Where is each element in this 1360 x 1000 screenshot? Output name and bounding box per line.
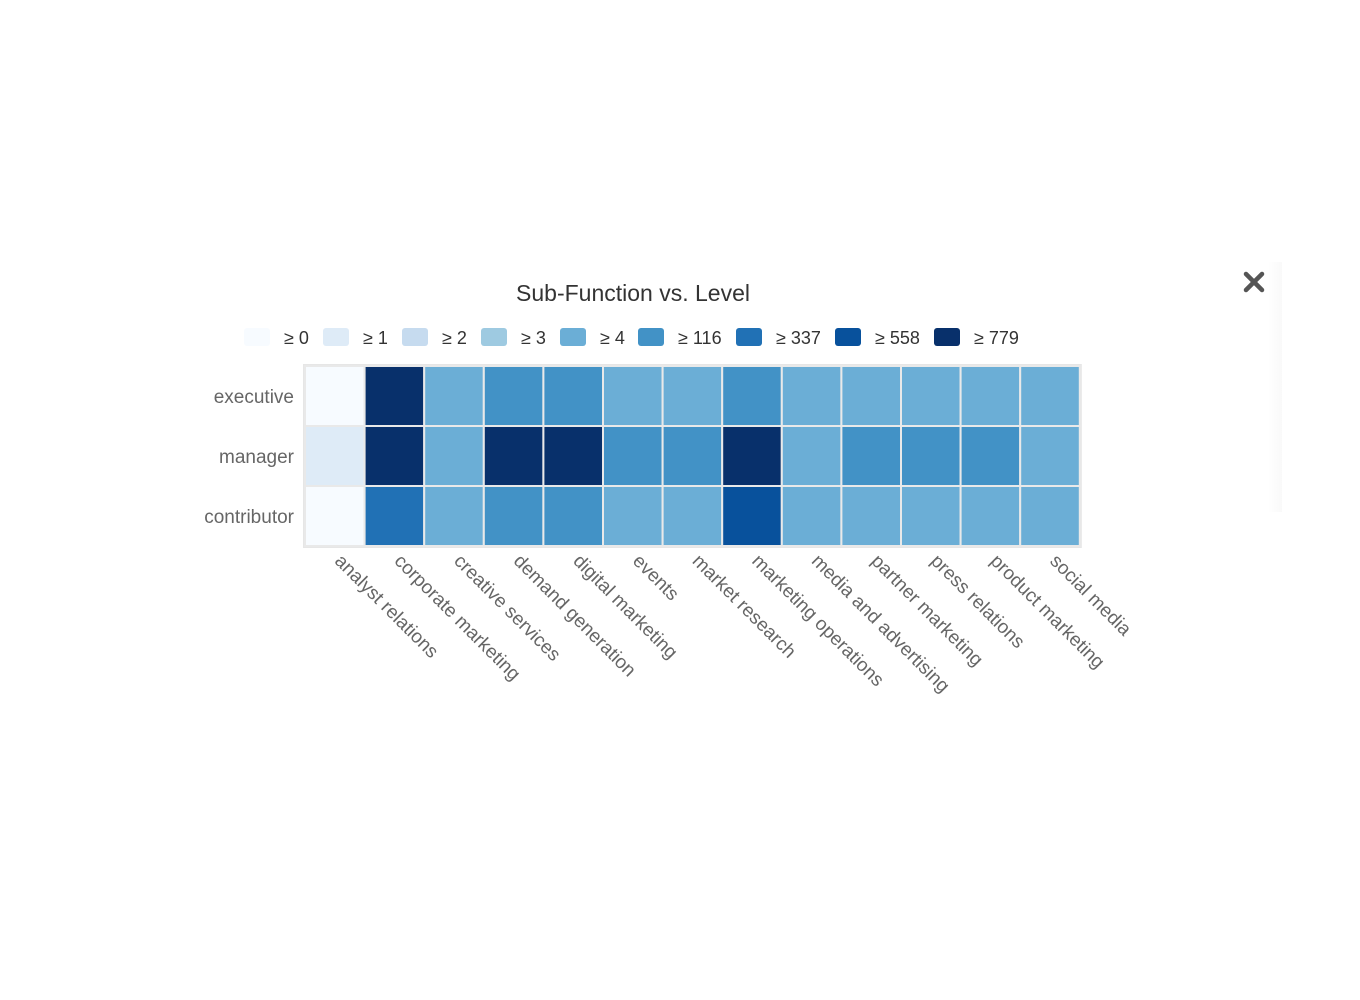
- heatmap-cell[interactable]: [721, 425, 783, 487]
- heatmap-cell[interactable]: [304, 485, 366, 547]
- heatmap-cell[interactable]: [602, 485, 664, 547]
- x-axis-label: digital marketing: [569, 551, 682, 664]
- heatmap-cell[interactable]: [482, 365, 545, 427]
- heatmap-cell[interactable]: [482, 485, 545, 547]
- heatmap-cell[interactable]: [482, 425, 545, 487]
- legend-label-0: ≥ 0: [284, 328, 309, 348]
- heatmap-cell[interactable]: [363, 425, 426, 487]
- heatmap-cell[interactable]: [1019, 365, 1081, 427]
- heatmap-cell[interactable]: [363, 365, 426, 427]
- legend-label-8: ≥ 779: [974, 328, 1019, 348]
- heatmap-cell[interactable]: [542, 485, 605, 547]
- close-icon: [1243, 271, 1265, 293]
- heatmap-cell[interactable]: [423, 485, 485, 547]
- heatmap-cell[interactable]: [661, 425, 724, 487]
- heatmap-cell[interactable]: [542, 425, 605, 487]
- legend-label-5: ≥ 116: [678, 328, 722, 348]
- heatmap-cell[interactable]: [304, 365, 366, 427]
- heatmap-cell[interactable]: [840, 365, 903, 427]
- heatmap-cell[interactable]: [780, 365, 843, 427]
- heatmap-cell[interactable]: [602, 365, 664, 427]
- legend-label-3: ≥ 3: [521, 328, 546, 348]
- legend-label-1: ≥ 1: [363, 328, 388, 348]
- y-axis-label: contributor: [204, 507, 294, 528]
- heatmap-cell[interactable]: [423, 425, 485, 487]
- x-axis-label: creative services: [449, 551, 564, 666]
- heatmap-cell[interactable]: [363, 485, 426, 547]
- heatmap-cell[interactable]: [423, 365, 485, 427]
- legend-swatch-5: [638, 328, 664, 346]
- heatmap-cell[interactable]: [959, 425, 1022, 487]
- legend-swatch-3: [481, 328, 507, 346]
- legend-swatch-4: [560, 328, 586, 346]
- x-axis-label: partner marketing: [867, 551, 987, 671]
- x-axis-label: product marketing: [986, 551, 1108, 673]
- heatmap-cell[interactable]: [661, 485, 724, 547]
- legend-swatch-2: [402, 328, 428, 346]
- x-axis-label: events: [628, 551, 682, 605]
- heatmap-cell[interactable]: [780, 425, 843, 487]
- x-axis-label: market research: [688, 551, 800, 663]
- heatmap-cell[interactable]: [721, 365, 783, 427]
- heatmap-cell[interactable]: [959, 365, 1022, 427]
- y-axis-label: executive: [214, 387, 294, 408]
- heatmap-cell[interactable]: [1019, 425, 1081, 487]
- y-axis-labels: executive manager contributor: [204, 387, 294, 528]
- legend-swatch-8: [934, 328, 960, 346]
- chart-title: Sub-Function vs. Level: [516, 280, 750, 306]
- heatmap-cell[interactable]: [304, 425, 366, 487]
- legend-swatch-1: [323, 328, 349, 346]
- x-axis-label: analyst relations: [330, 551, 442, 663]
- heatmap-cell[interactable]: [840, 425, 903, 487]
- heatmap-cell[interactable]: [900, 485, 962, 547]
- heatmap-cell[interactable]: [542, 365, 605, 427]
- y-axis-label: manager: [219, 447, 295, 468]
- legend-label-2: ≥ 2: [442, 328, 467, 348]
- heatmap-cells: [303, 364, 1082, 548]
- legend-label-4: ≥ 4: [600, 328, 625, 348]
- heatmap-cell[interactable]: [900, 425, 962, 487]
- close-button[interactable]: [1238, 266, 1270, 298]
- heatmap-cell[interactable]: [721, 485, 783, 547]
- heatmap-cell[interactable]: [780, 485, 843, 547]
- legend-swatch-6: [736, 328, 762, 346]
- legend-swatch-0: [244, 328, 270, 346]
- heatmap-cell[interactable]: [661, 365, 724, 427]
- panel-edge: [1268, 262, 1282, 512]
- legend-label-7: ≥ 558: [875, 328, 920, 348]
- legend-swatch-7: [835, 328, 861, 346]
- heatmap-cell[interactable]: [1019, 485, 1081, 547]
- heatmap-cell[interactable]: [602, 425, 664, 487]
- legend-label-6: ≥ 337: [776, 328, 821, 348]
- heatmap-cell[interactable]: [840, 485, 903, 547]
- heatmap-cell[interactable]: [900, 365, 962, 427]
- heatmap-cell[interactable]: [959, 485, 1022, 547]
- legend: ≥ 0 ≥ 1 ≥ 2 ≥ 3 ≥ 4 ≥ 116 ≥ 337 ≥ 558 ≥ 779: [244, 328, 1019, 348]
